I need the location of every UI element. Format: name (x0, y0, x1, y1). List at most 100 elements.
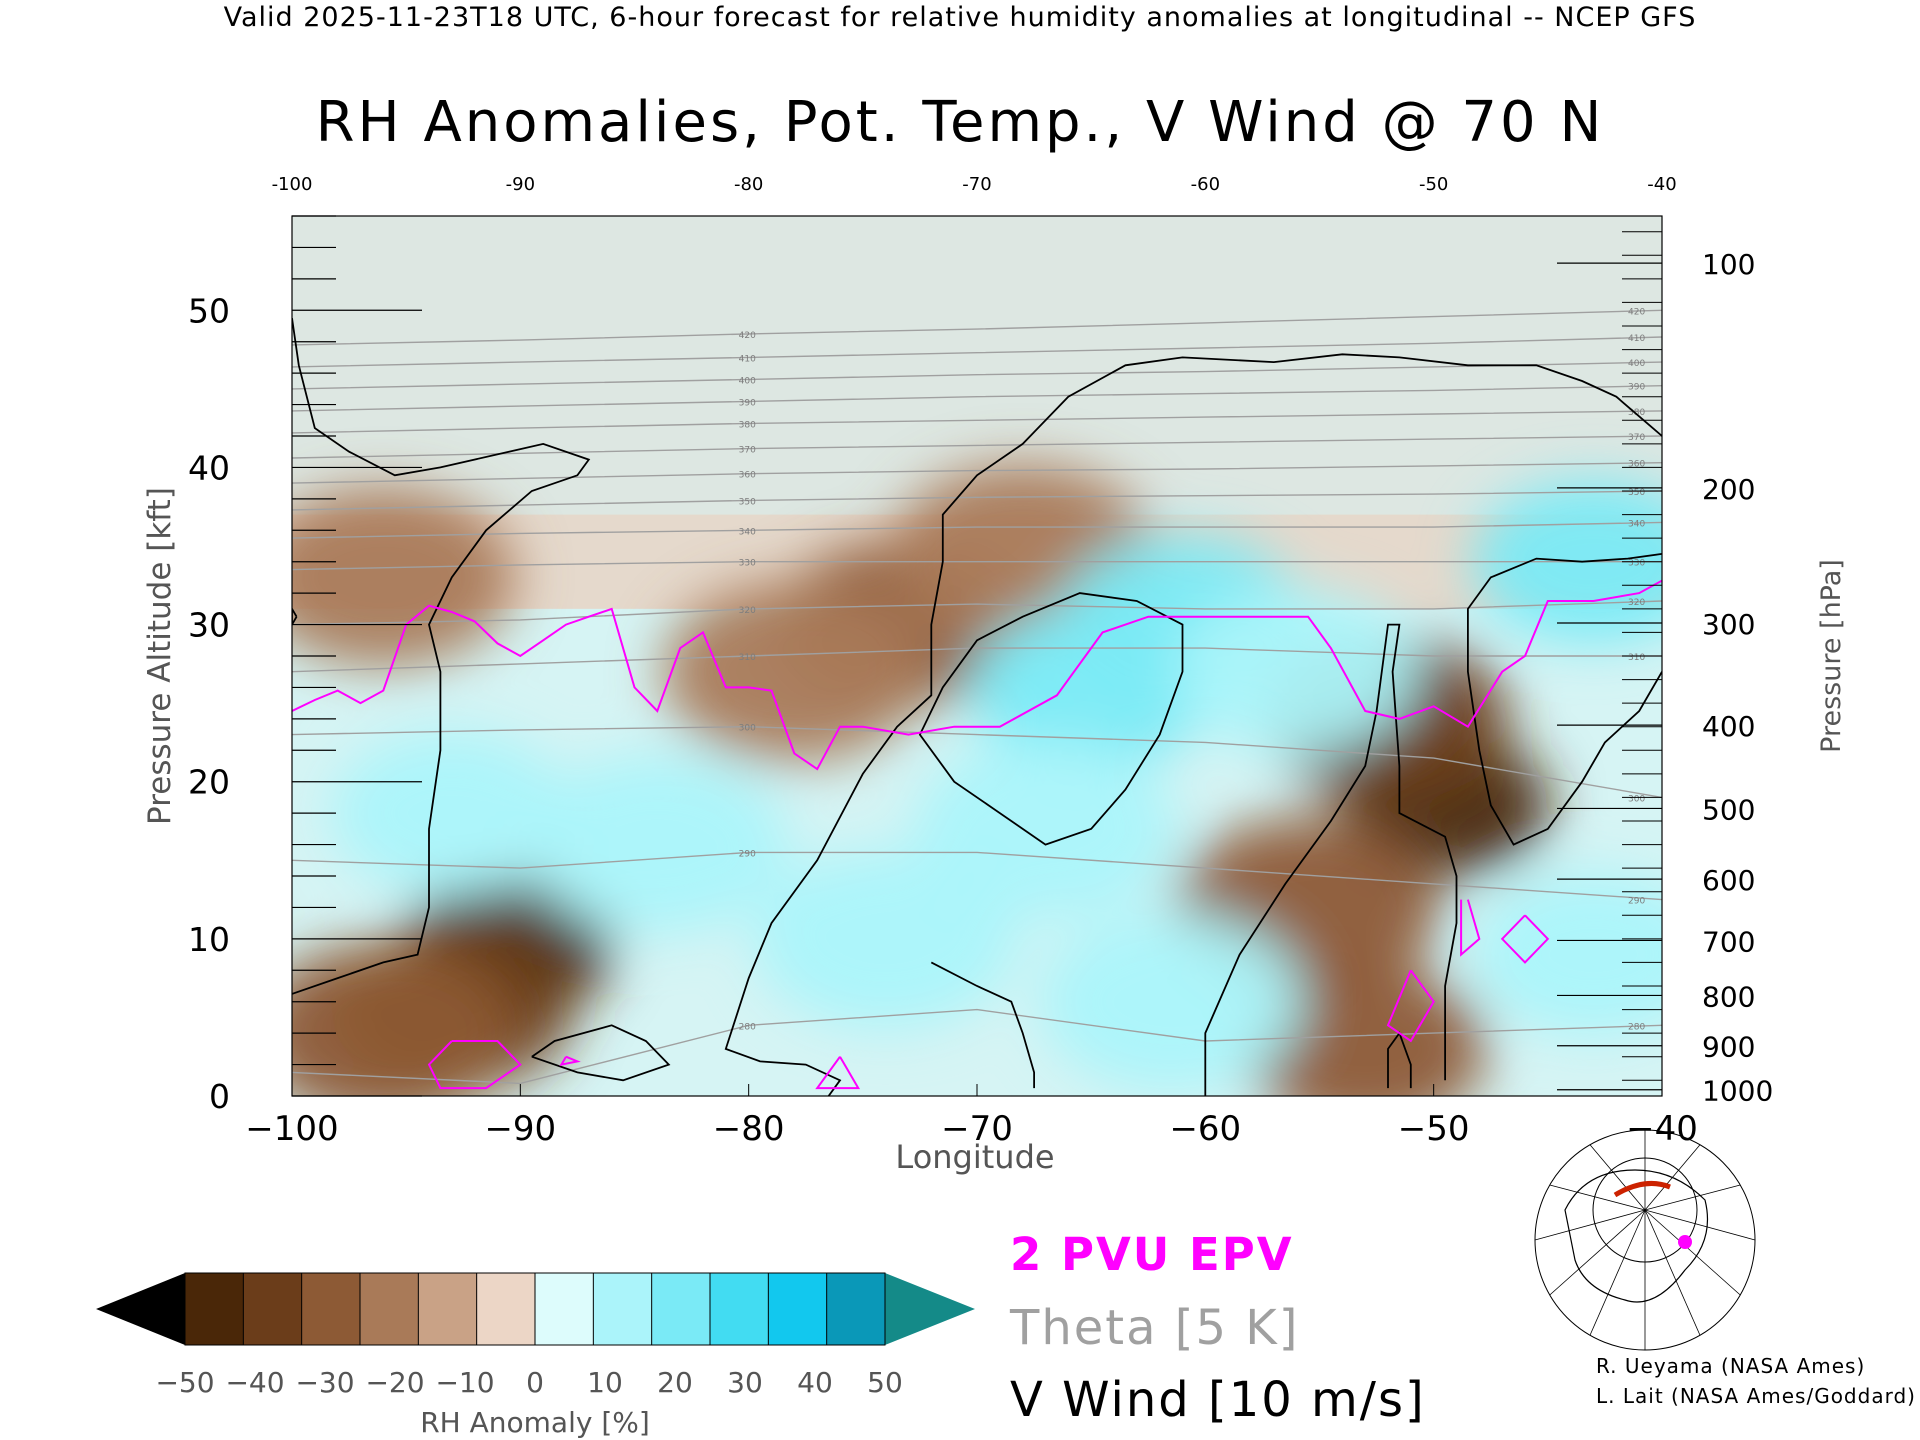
rh-blob (913, 738, 1178, 919)
theta-contour-label: 290 (739, 849, 756, 859)
theta-contour-label: 390 (1628, 383, 1645, 393)
y2-axis-label: Pressure [hPa] (1816, 559, 1847, 753)
pressure-tick-label: 1000 (1702, 1075, 1773, 1108)
theta-contour-label: 310 (1628, 653, 1645, 663)
y-tick-label: 50 (188, 291, 230, 330)
rh-blob (970, 604, 1213, 770)
theta-contour-label: 340 (1628, 519, 1645, 529)
rh-blob (330, 730, 573, 896)
map-meridian (1644, 1209, 1741, 1296)
rh-blob (662, 581, 927, 762)
colorbar-tick-label: 0 (526, 1366, 544, 1399)
y-tick-label: 0 (209, 1077, 230, 1116)
credit-line-1: R. Ueyama (NASA Ames) (1596, 1354, 1866, 1378)
map-meridian (1644, 1209, 1701, 1336)
legend-epv-label: 2 PVU EPV (1010, 1228, 1294, 1281)
colorbar-tick-label: 10 (587, 1366, 623, 1399)
top-x-tick-label: -50 (1419, 174, 1448, 195)
top-x-tick-label: -90 (506, 174, 535, 195)
pressure-tick-label: 500 (1702, 793, 1755, 826)
colorbar-segment (768, 1273, 828, 1345)
pressure-tick-label: 600 (1702, 864, 1755, 897)
theta-contour-label: 330 (739, 559, 756, 569)
pressure-tick-label: 200 (1702, 473, 1755, 506)
rh-blob (1472, 872, 1662, 1038)
colorbar-tick-label: −30 (295, 1366, 354, 1399)
x-tick-label: −50 (1398, 1109, 1470, 1149)
vwind-contour-line (930, 961, 1035, 1089)
colorbar-label: RH Anomaly [%] (420, 1406, 650, 1439)
theta-contour-label: 380 (1628, 408, 1645, 418)
plot-clip-group: 280 280 290 290 300 300 310 310 320 320 330 330 340 3… (292, 216, 1662, 1096)
theta-contour-label: 290 (1628, 897, 1645, 907)
colorbar-segment (301, 1273, 361, 1345)
colorbar-tick-label: −40 (225, 1366, 284, 1399)
vwind-contour-line (1204, 623, 1458, 1096)
y-tick-label: 30 (188, 606, 230, 645)
theta-contour-label: 350 (1628, 488, 1645, 498)
y-tick-label: 20 (188, 763, 230, 802)
legend-theta-label: Theta [5 K] (1010, 1300, 1300, 1356)
chart-title: RH Anomalies, Pot. Temp., V Wind @ 70 N (315, 90, 1605, 155)
theta-contour-label: 340 (739, 527, 756, 537)
axes: 0 10 20 30 40 50 100 200 300 400 500 600 700 800 900 10… (142, 174, 1847, 1176)
theta-contour-label: 310 (739, 653, 756, 663)
theta-contour-label: 420 (1628, 307, 1645, 317)
vwind-contour-line (292, 317, 591, 995)
vwind-contour-line (292, 607, 298, 627)
theta-contour-label: 400 (1628, 359, 1645, 369)
map-meridian (1534, 1209, 1646, 1241)
colorbar-segment (360, 1273, 419, 1345)
theta-contour-line (292, 600, 1662, 626)
y-axis-label: Pressure Altitude [kft] (142, 487, 178, 825)
epv-contour-loop (1500, 914, 1550, 964)
x-tick-label: −40 (1626, 1109, 1698, 1149)
theta-contour-label: 300 (1628, 794, 1645, 804)
vwind-contours (292, 317, 1662, 1096)
map-meridian (1589, 1209, 1646, 1336)
rh-blob (292, 487, 516, 668)
theta-contour-line (292, 1008, 1662, 1085)
x-axis-label: Longitude (895, 1138, 1054, 1176)
colorbar-segment (593, 1273, 653, 1345)
theta-contour-line (292, 462, 1662, 484)
map-meridian (1549, 1184, 1646, 1211)
credit-line-2: L. Lait (NASA Ames/Goddard) (1596, 1384, 1916, 1408)
rh-blob (292, 943, 516, 1096)
theta-contour-label: 370 (1628, 433, 1645, 443)
top-x-tick-label: -80 (734, 174, 763, 195)
vwind-contour-line (531, 1024, 671, 1082)
theta-contour-label: 410 (1628, 334, 1645, 344)
colorbar-segment (243, 1273, 303, 1345)
forecast-subtitle: Valid 2025-11-23T18 UTC, 6-hour forecast… (223, 2, 1697, 33)
colorbar-tick-label: −20 (365, 1366, 424, 1399)
theta-contour-line (292, 410, 1662, 434)
theta-contour-label: 320 (739, 606, 756, 616)
theta-contours: 280 280 290 290 300 300 310 310 320 320 330 330 340 3… (292, 307, 1662, 1085)
colorbar-frame (184, 1272, 886, 1346)
colorbar-segment (185, 1273, 244, 1345)
theta-contour-label: 280 (1628, 1022, 1645, 1032)
legend-vwind-label: V Wind [10 m/s] (1010, 1372, 1426, 1428)
colorbar-tick-label: −50 (155, 1366, 214, 1399)
rh-blob (1244, 966, 1487, 1096)
rh-anomaly-field (292, 463, 1662, 1096)
theta-contour-label: 420 (739, 331, 756, 341)
theta-contour-label: 400 (739, 376, 756, 386)
theta-contour-line (292, 309, 1662, 346)
top-x-tick-label: -60 (1191, 174, 1220, 195)
rh-blob (1175, 589, 1418, 755)
theta-contour-line (292, 435, 1662, 459)
colorbar-tick-label: 50 (867, 1366, 903, 1399)
colorbar-segment (476, 1273, 536, 1345)
pressure-tick-label: 800 (1702, 980, 1755, 1013)
theta-contour-label: 360 (1628, 460, 1645, 470)
theta-contour-line (292, 647, 1662, 673)
colorbar-low-extend (96, 1273, 185, 1345)
theta-contour-line (292, 361, 1662, 390)
top-x-tick-label: -70 (962, 174, 991, 195)
colorbar-tick-label: −10 (435, 1366, 494, 1399)
vwind-contour-line (724, 353, 1662, 1096)
theta-contour-label: 280 (739, 1022, 756, 1032)
